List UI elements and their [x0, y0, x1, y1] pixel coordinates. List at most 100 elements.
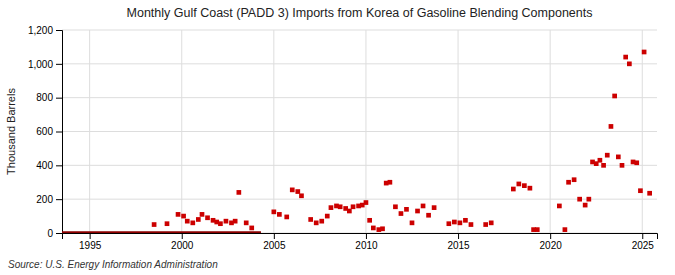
y-tick-mark	[56, 132, 62, 133]
y-tick-label: 200	[36, 194, 53, 205]
y-tick: 200	[36, 194, 62, 205]
point	[601, 163, 606, 168]
point	[319, 219, 324, 224]
x-tick-mark	[182, 233, 183, 239]
point	[338, 204, 343, 209]
point	[586, 197, 591, 202]
point	[647, 191, 652, 196]
point	[329, 205, 334, 210]
point	[432, 205, 437, 210]
y-tick-label: 600	[36, 126, 53, 137]
point	[463, 218, 468, 223]
point	[627, 61, 632, 66]
line	[62, 231, 261, 233]
y-tick-mark	[56, 233, 62, 234]
y-tick: 800	[36, 92, 62, 103]
point	[511, 187, 516, 192]
y-grid-line	[62, 63, 657, 64]
point	[566, 180, 571, 185]
point	[557, 204, 562, 209]
point	[577, 197, 582, 202]
point	[295, 189, 300, 194]
point	[196, 217, 201, 222]
y-tick-mark	[56, 98, 62, 99]
point	[399, 211, 404, 216]
point	[426, 213, 431, 218]
y-grid-line	[62, 97, 657, 98]
point	[218, 221, 223, 226]
point	[563, 227, 568, 232]
y-axis: 0 200 400 600 800 1,000 1,200	[28, 25, 63, 239]
point	[299, 193, 304, 198]
point	[308, 217, 313, 222]
x-tick-mark	[90, 233, 91, 239]
point	[284, 215, 289, 220]
point	[347, 209, 352, 214]
point	[380, 226, 385, 231]
x-tick: 2020	[540, 233, 563, 251]
y-axis-line	[56, 31, 63, 234]
title: Monthly Gulf Coast (PADD 3) Imports from…	[127, 6, 593, 20]
point	[185, 219, 190, 224]
point	[446, 221, 451, 226]
point	[458, 221, 463, 226]
x-tick: 1995	[79, 233, 102, 251]
scatter-series	[152, 50, 652, 232]
point	[205, 215, 210, 220]
x-tick-mark	[550, 233, 551, 239]
point	[452, 220, 457, 225]
x-tick: 2000	[171, 233, 194, 251]
grid	[62, 30, 657, 233]
point	[605, 153, 610, 158]
point	[200, 212, 205, 217]
point	[609, 124, 614, 129]
x-tick-label: 1995	[79, 240, 102, 251]
point	[516, 182, 521, 187]
point	[233, 219, 238, 224]
y-tick-label: 1,000	[28, 59, 53, 70]
y-tick-mark	[56, 30, 62, 31]
y-tick-label: 1,200	[28, 25, 53, 36]
point	[415, 209, 420, 214]
y-tick: 400	[36, 160, 62, 171]
point	[572, 177, 577, 182]
point	[351, 204, 356, 209]
y-grid-line	[62, 165, 657, 166]
point	[236, 190, 241, 195]
y-tick-label: 0	[47, 228, 53, 239]
x-tick: 2005	[263, 233, 286, 251]
point	[176, 212, 181, 217]
point	[364, 200, 369, 205]
point	[623, 55, 628, 60]
x-axis-line	[63, 234, 658, 240]
x-tick-label: 2005	[263, 240, 286, 251]
point	[325, 214, 330, 219]
point	[152, 222, 157, 227]
point	[634, 160, 639, 165]
point	[598, 158, 603, 163]
x-axis: 1995200020052010201520202025	[63, 233, 658, 251]
y-tick: 0	[47, 228, 62, 239]
y-tick: 1,200	[28, 25, 62, 36]
point	[314, 221, 319, 226]
source: Source: U.S. Energy Information Administ…	[8, 259, 218, 270]
x-tick-mark	[642, 233, 643, 239]
point	[249, 226, 254, 231]
point	[181, 214, 186, 219]
marks	[62, 50, 652, 233]
point	[388, 180, 393, 185]
x-tick-mark	[274, 233, 275, 239]
point	[224, 219, 229, 224]
point	[371, 226, 376, 231]
point	[535, 227, 540, 232]
point	[642, 50, 647, 55]
point	[421, 204, 426, 209]
x-tick: 2015	[447, 233, 470, 251]
y-tick-mark	[56, 199, 62, 200]
x-tick-mark	[458, 233, 459, 239]
y-tick-label: 400	[36, 160, 53, 171]
x-tick-label: 2000	[171, 240, 194, 251]
point	[165, 221, 170, 226]
y-tick-mark	[56, 165, 62, 166]
chart: 1995200020052010201520202025020040060080…	[0, 0, 675, 275]
